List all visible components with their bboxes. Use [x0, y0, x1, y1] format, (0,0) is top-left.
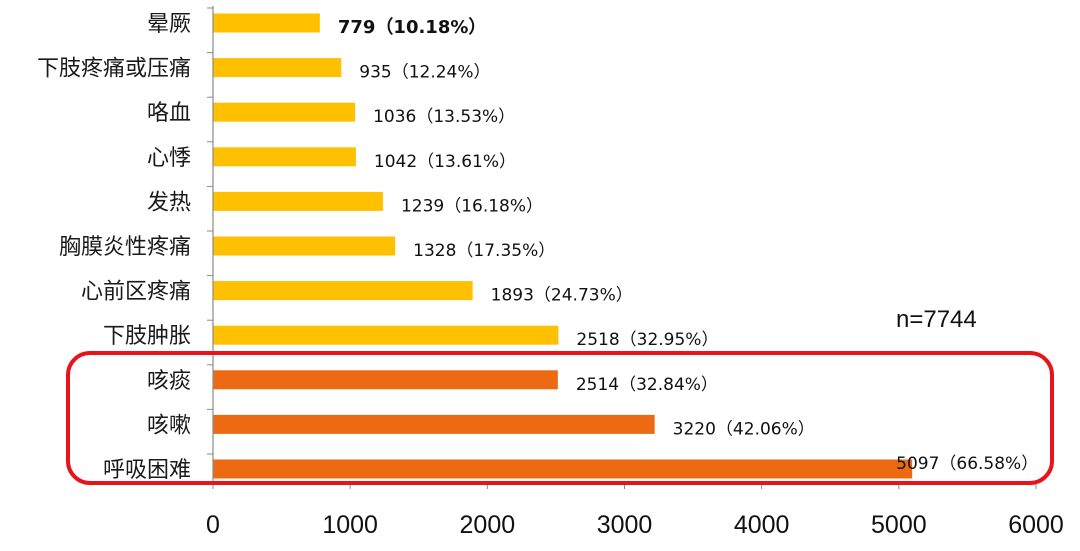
category-label: 下肢肿胀: [103, 324, 191, 349]
bar: [213, 13, 320, 33]
x-tick-label: 0: [206, 511, 220, 539]
value-label: 5097（66.58%）: [896, 454, 1038, 474]
category-label: 晕厥: [147, 12, 191, 37]
axis-layer: 0 1000 2000 3000 4000 5000 6000: [206, 6, 1064, 539]
category-label: 心悸: [147, 146, 191, 171]
highlight-frame: [66, 351, 1054, 485]
bar: [213, 325, 559, 345]
bar: [213, 370, 558, 390]
category-label: 心前区疼痛: [81, 280, 191, 305]
category-label: 咯血: [147, 101, 191, 126]
category-label: 咳嗽: [147, 413, 191, 438]
bar: [213, 191, 383, 211]
category-label: 咳痰: [147, 369, 191, 394]
x-tick-label: 1000: [322, 511, 378, 539]
value-label: 779（10.18%）: [338, 17, 487, 38]
value-label: 1239（16.18%）: [401, 196, 543, 216]
value-label: 1036（13.53%）: [373, 107, 515, 127]
value-label: 3220（42.06%）: [673, 419, 815, 439]
value-label: 2514（32.84%）: [576, 375, 718, 395]
category-label: 下肢疼痛或压痛: [37, 57, 191, 82]
value-label: 1042（13.61%）: [374, 152, 516, 172]
value-label: 1328（17.35%）: [413, 241, 555, 261]
sample-size-annotation: n=7744: [896, 306, 977, 333]
bars-layer: [213, 13, 913, 479]
value-label: 2518（32.95%）: [576, 330, 718, 350]
x-tick-label: 4000: [734, 511, 790, 539]
x-tick-label: 2000: [460, 511, 516, 539]
x-tick-label: 5000: [871, 511, 927, 539]
bar: [213, 459, 913, 479]
value-label: 1893（24.73%）: [491, 286, 633, 306]
x-tick-label: 6000: [1008, 511, 1064, 539]
bar: [213, 236, 396, 256]
bar: [213, 281, 473, 301]
category-label: 发热: [147, 190, 191, 215]
category-label: 呼吸困难: [103, 458, 191, 483]
value-label: 935（12.24%）: [359, 63, 490, 83]
category-label: 胸膜炎性疼痛: [59, 235, 191, 260]
bar: [213, 414, 655, 434]
bar: [213, 147, 356, 167]
labels-layer: 晕厥 779（10.18%） 下肢疼痛或压痛 935（12.24%） 咯血 1036（13…: [37, 12, 1038, 483]
bar: [213, 58, 342, 78]
x-tick-label: 3000: [597, 511, 653, 539]
bar: [213, 102, 356, 122]
